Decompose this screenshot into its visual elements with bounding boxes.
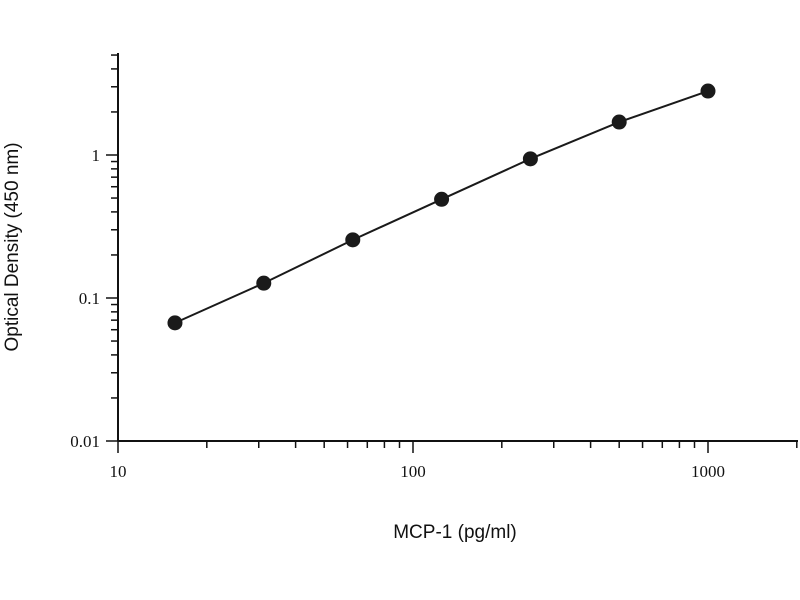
axes <box>117 53 798 442</box>
x-tick-label: 100 <box>400 462 426 481</box>
data-point <box>167 315 183 331</box>
y-tick-label: 0.01 <box>70 432 100 451</box>
y-axis-title: Optical Density (450 nm) <box>2 142 23 351</box>
y-tick-label: 0.1 <box>79 289 100 308</box>
data-point <box>256 275 272 291</box>
axis-ticks <box>106 54 798 453</box>
tick-labels: 10 100 1000 0.01 0.1 1 <box>70 146 725 481</box>
data-point <box>522 151 538 167</box>
x-tick-label: 1000 <box>691 462 725 481</box>
data-point <box>700 83 716 99</box>
x-tick-label: 10 <box>110 462 127 481</box>
data-point <box>345 232 361 248</box>
series-line <box>174 90 709 324</box>
data-series <box>167 83 716 331</box>
x-axis-title: MCP-1 (pg/ml) <box>393 522 517 543</box>
y-tick-label: 1 <box>92 146 101 165</box>
data-point <box>611 114 627 130</box>
data-point <box>434 191 450 207</box>
